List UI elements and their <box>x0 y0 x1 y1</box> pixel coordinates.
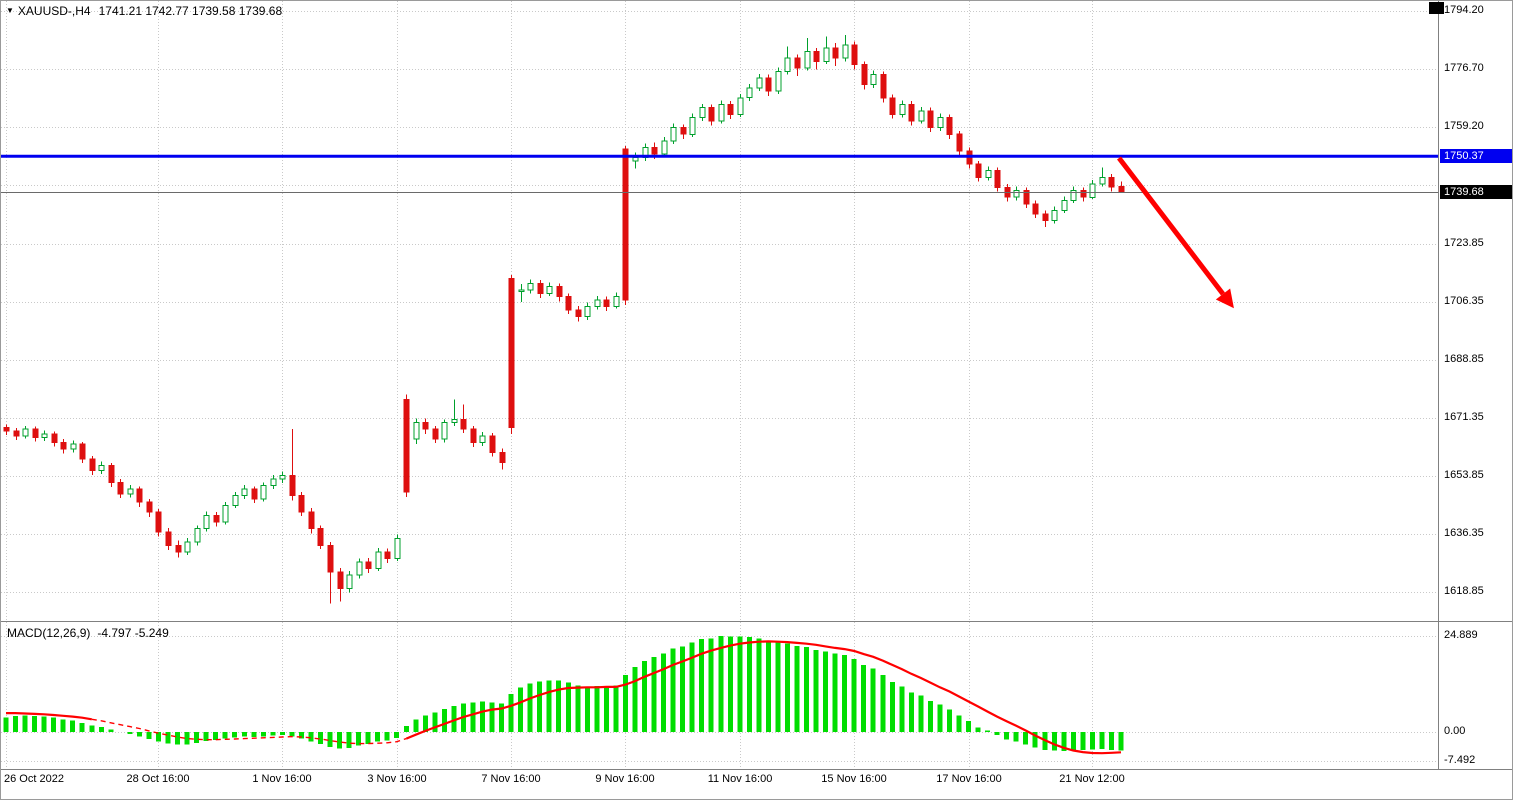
time-axis-label: 21 Nov 12:00 <box>1059 773 1125 785</box>
candles-layer <box>3 34 1125 604</box>
time-axis-label: 7 Nov 16:00 <box>481 773 541 785</box>
price-axis-label: 1776.70 <box>1444 62 1484 74</box>
macd-axis-label: -7.492 <box>1444 754 1476 766</box>
symbol-ohlc-header: ▼ XAUUSD-,H4 1741.21 1742.77 1739.58 1739.… <box>6 4 282 18</box>
price-axis-label: 1653.85 <box>1444 469 1484 481</box>
macd-values: -4.797 -5.249 <box>97 626 169 640</box>
symbol-collapse-icon[interactable]: ▼ <box>6 6 14 15</box>
price-axis-label: 1618.85 <box>1444 585 1484 597</box>
grid-layer <box>1 1 1438 769</box>
trend-arrow[interactable] <box>1117 156 1234 309</box>
price-axis-label: 1706.35 <box>1444 295 1484 307</box>
pane-separators <box>1 1 1512 770</box>
macd-axis-label: 0.00 <box>1444 725 1466 737</box>
macd-signal-line <box>405 640 1122 755</box>
macd-indicator-label: MACD(12,26,9) -4.797 -5.249 <box>7 626 169 640</box>
price-axis-label: 1759.20 <box>1444 120 1484 132</box>
hline-price-badge[interactable]: 1750.37 <box>1440 149 1512 163</box>
time-axis-label: 9 Nov 16:00 <box>595 773 655 785</box>
price-axis-label: 1794.20 <box>1444 4 1484 16</box>
current-price-badge: 1739.68 <box>1440 185 1512 199</box>
time-axis-label: 15 Nov 16:00 <box>821 773 887 785</box>
macd-name: MACD(12,26,9) <box>7 626 91 640</box>
price-axis-label: 1671.35 <box>1444 411 1484 423</box>
macd-signal-line <box>6 711 92 721</box>
time-axis-label: 17 Nov 16:00 <box>936 773 1002 785</box>
corner-marker <box>1429 2 1444 14</box>
time-axis-label: 3 Nov 16:00 <box>367 773 427 785</box>
time-axis-label: 11 Nov 16:00 <box>707 773 773 785</box>
time-axis-label: 26 Oct 2022 <box>4 773 64 785</box>
time-axis-label: 1 Nov 16:00 <box>252 773 312 785</box>
macd-signal-line <box>91 718 407 745</box>
price-axis-label: 1636.35 <box>1444 527 1484 539</box>
time-axis-label: 28 Oct 16:00 <box>126 773 190 785</box>
price-axis-label: 1688.85 <box>1444 353 1484 365</box>
price-axis-label: 1723.85 <box>1444 237 1484 249</box>
macd-histogram <box>3 636 1124 751</box>
macd-axis-label: 24.889 <box>1444 629 1478 641</box>
ohlc-values: 1741.21 1742.77 1739.58 1739.68 <box>98 4 283 18</box>
symbol-timeframe-label: XAUUSD-,H4 <box>17 4 91 18</box>
